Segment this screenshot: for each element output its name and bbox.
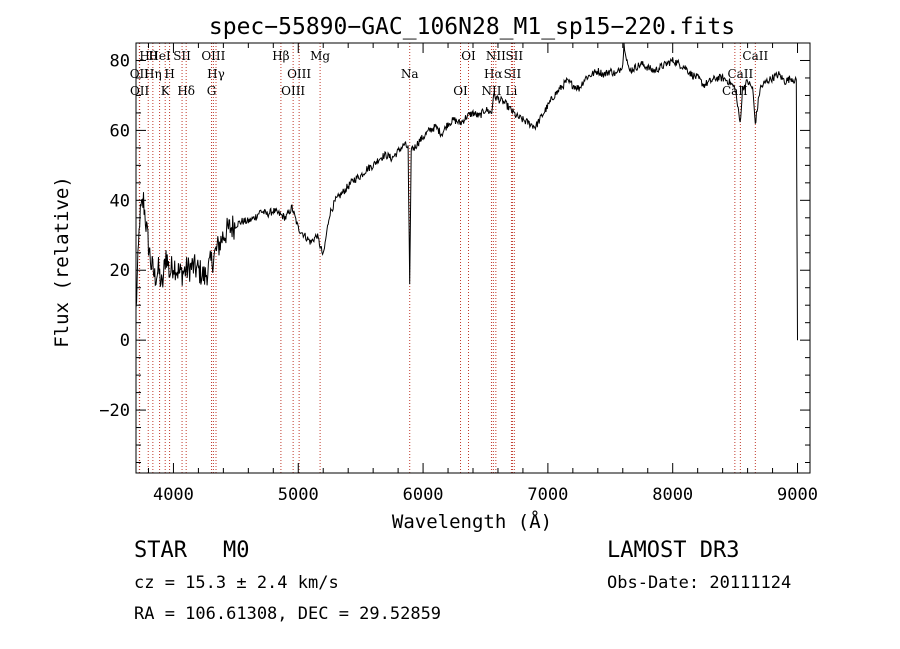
x-axis-label: Wavelength (Å)	[392, 510, 552, 533]
plot-frame	[135, 42, 811, 474]
y-tick-label: −20	[99, 401, 130, 421]
y-tick-label: 20	[110, 261, 130, 281]
line-marker-label: K	[161, 84, 171, 98]
survey-name: LAMOST DR3	[607, 538, 740, 563]
line-marker-label: G	[207, 84, 217, 98]
plot-axes	[135, 42, 811, 474]
y-tick-label: 80	[110, 51, 130, 71]
line-marker-label: Hγ	[207, 67, 225, 81]
redshift-text: cz = 15.3 ± 2.4 km/s	[134, 573, 339, 593]
line-marker-label: Mg	[310, 49, 330, 63]
line-marker-label: Na	[401, 67, 419, 81]
line-marker-label: OIII	[201, 49, 225, 63]
line-marker-label: SII	[173, 49, 191, 63]
line-marker-label: OI	[461, 49, 476, 63]
line-marker-label: Hδ	[177, 84, 195, 98]
chart-title: spec−55890−GAC_106N28_M1_sp15−220.fits	[209, 14, 735, 40]
x-tick-label: 4000	[153, 485, 194, 505]
line-marker-label: SII	[505, 49, 523, 63]
line-marker-label: OIII	[287, 67, 311, 81]
line-marker-label: HeI	[148, 49, 171, 63]
spectral-subclass: M0	[222, 538, 250, 563]
y-tick-label: 60	[110, 121, 130, 141]
line-marker-label: SII	[504, 67, 522, 81]
emission-line-markers: HθOIIOIIHeIHηKSIIHHδOIIIHγGHβOIIIOIIIMgN…	[130, 43, 768, 473]
spectrum-series	[135, 42, 798, 341]
x-tick-label: 7000	[527, 485, 568, 505]
x-tick-label: 8000	[652, 485, 693, 505]
x-tick-label: 5000	[278, 485, 319, 505]
line-marker-label: CaII	[742, 49, 768, 63]
y-tick-label: 0	[120, 331, 130, 351]
line-marker-label: Hα	[484, 67, 503, 81]
object-class: STAR	[134, 538, 187, 563]
line-marker-label: OII	[130, 84, 150, 98]
line-marker-label: NII	[481, 84, 501, 98]
line-marker-label: Hβ	[272, 49, 289, 63]
y-axis-label: Flux (relative)	[51, 176, 73, 348]
spectrum-line	[135, 42, 798, 341]
coordinates-text: RA = 106.61308, DEC = 29.52859	[134, 604, 442, 624]
object-class-line: STAR M0	[134, 538, 249, 563]
line-marker-label: Li	[506, 84, 518, 98]
x-tick-label: 6000	[403, 485, 444, 505]
y-tick-label: 40	[110, 191, 130, 211]
x-tick-label: 9000	[777, 485, 818, 505]
obs-date-text: Obs-Date: 20111124	[607, 573, 792, 593]
line-marker-label: OI	[453, 84, 468, 98]
line-marker-label: H	[164, 67, 174, 81]
line-marker-label: CaII	[727, 67, 753, 81]
line-marker-label: Hη	[144, 67, 162, 81]
line-marker-label: OIII	[281, 84, 305, 98]
line-marker-label: NII	[486, 49, 506, 63]
axis-ticks: 4000 5000 6000 7000 8000 9000 −20 0 20 40 60 80	[99, 42, 818, 505]
